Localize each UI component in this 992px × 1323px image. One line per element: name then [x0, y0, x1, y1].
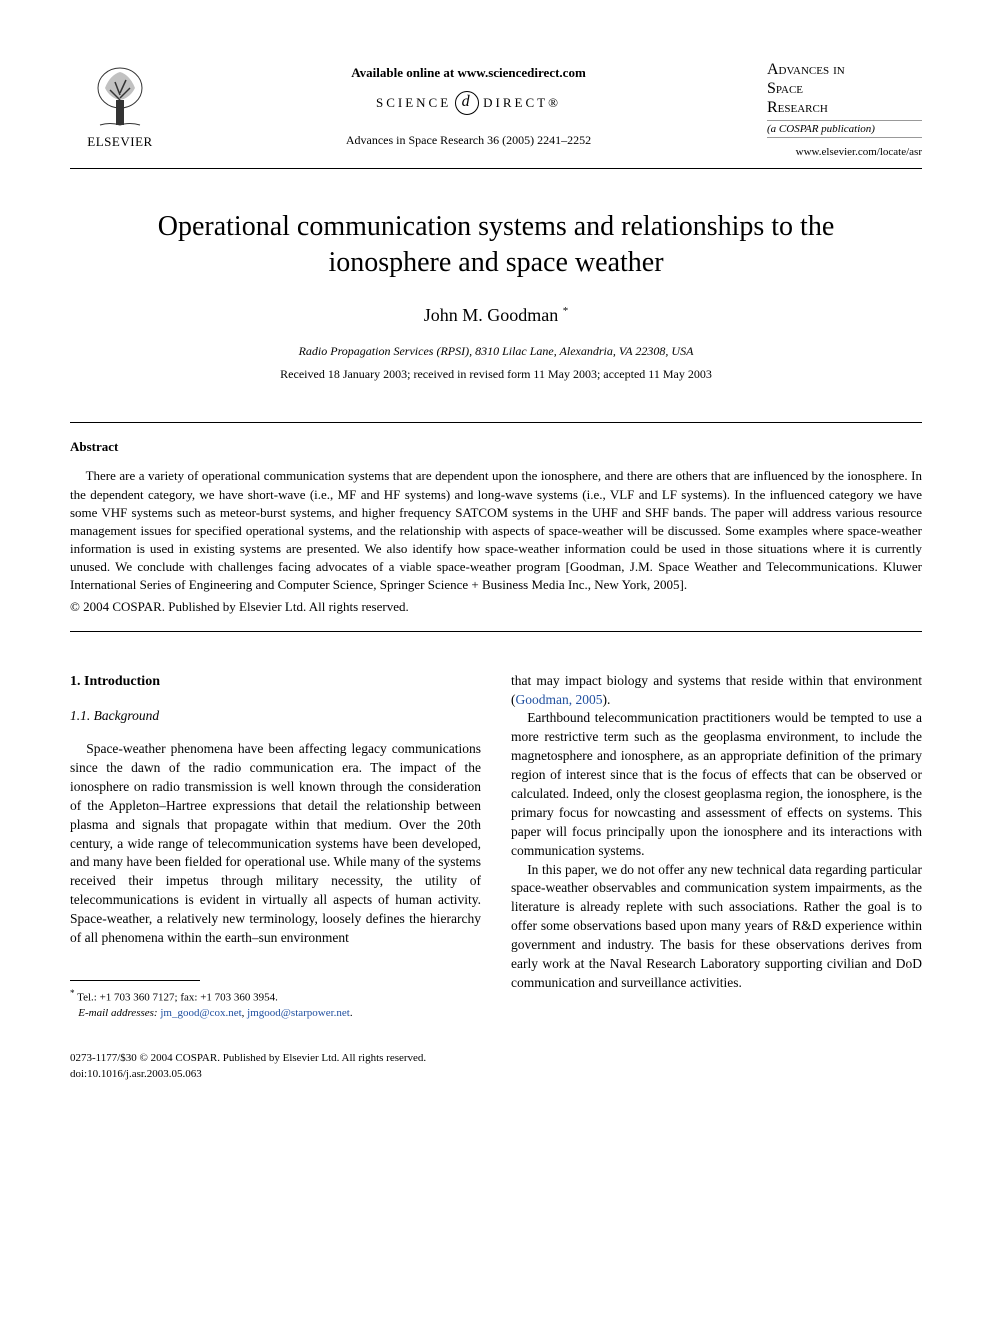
journal-subtitle: (a COSPAR publication) — [767, 120, 922, 138]
header-center: Available online at www.sciencedirect.co… — [170, 60, 767, 148]
footnote-marker: * — [70, 988, 75, 998]
intro-paragraph-1: Space-weather phenomena have been affect… — [70, 740, 481, 948]
abstract-bottom-divider — [70, 631, 922, 632]
elsevier-tree-icon — [90, 60, 150, 130]
intro-paragraph-3: In this paper, we do not offer any new t… — [511, 861, 922, 993]
abstract-top-divider — [70, 422, 922, 423]
publisher-name: ELSEVIER — [87, 134, 152, 150]
body-columns: 1. Introduction 1.1. Background Space-we… — [70, 672, 922, 1022]
footnote-tel: * Tel.: +1 703 360 7127; fax: +1 703 360… — [70, 987, 481, 1006]
affiliation: Radio Propagation Services (RPSI), 8310 … — [70, 344, 922, 359]
intro-paragraph-2: Earthbound telecommunication practitione… — [511, 709, 922, 860]
journal-title-line3: Research — [767, 98, 922, 117]
abstract-copyright: © 2004 COSPAR. Published by Elsevier Ltd… — [70, 599, 922, 615]
article-dates: Received 18 January 2003; received in re… — [70, 367, 922, 382]
right-column: that may impact biology and systems that… — [511, 672, 922, 1022]
available-online-text: Available online at www.sciencedirect.co… — [170, 65, 767, 81]
abstract-body: There are a variety of operational commu… — [70, 467, 922, 594]
email-end: . — [350, 1007, 353, 1019]
journal-reference: Advances in Space Research 36 (2005) 224… — [170, 133, 767, 148]
footer-copyright: 0273-1177/$30 © 2004 COSPAR. Published b… — [70, 1051, 922, 1066]
left-column: 1. Introduction 1.1. Background Space-we… — [70, 672, 481, 1022]
p1-cont-b: ). — [603, 692, 611, 707]
author-name: John M. Goodman — [424, 305, 559, 325]
footer-doi: doi:10.1016/j.asr.2003.05.063 — [70, 1067, 922, 1082]
section-heading: 1. Introduction — [70, 672, 481, 692]
subsection-heading: 1.1. Background — [70, 707, 481, 726]
email-1[interactable]: jm_good@cox.net — [160, 1007, 241, 1019]
footnote-divider — [70, 980, 200, 981]
email-label: E-mail addresses: — [78, 1007, 157, 1019]
corresponding-footnote: * Tel.: +1 703 360 7127; fax: +1 703 360… — [70, 987, 481, 1021]
header-divider — [70, 168, 922, 169]
journal-title: Advances in Space Research — [767, 60, 922, 118]
author-line: John M. Goodman * — [70, 305, 922, 326]
journal-title-line2: Space — [767, 79, 922, 98]
abstract-heading: Abstract — [70, 439, 922, 455]
journal-box: Advances in Space Research (a COSPAR pub… — [767, 60, 922, 158]
intro-paragraph-1-cont: that may impact biology and systems that… — [511, 672, 922, 710]
citation-goodman-2005[interactable]: Goodman, 2005 — [516, 692, 603, 707]
journal-url: www.elsevier.com/locate/asr — [767, 146, 922, 158]
sciencedirect-icon — [455, 91, 479, 115]
footnote-tel-text: Tel.: +1 703 360 7127; fax: +1 703 360 3… — [77, 992, 278, 1004]
sd-text-left: SCIENCE — [376, 95, 451, 111]
sd-text-right: DIRECT® — [483, 95, 561, 111]
author-marker: * — [563, 305, 569, 317]
page-header: ELSEVIER Available online at www.science… — [70, 60, 922, 158]
journal-title-line1: Advances in — [767, 60, 922, 79]
page-footer: 0273-1177/$30 © 2004 COSPAR. Published b… — [70, 1051, 922, 1082]
publisher-logo: ELSEVIER — [70, 60, 170, 150]
footnote-email-line: E-mail addresses: jm_good@cox.net, jmgoo… — [70, 1006, 481, 1021]
email-2[interactable]: jmgood@starpower.net — [247, 1007, 350, 1019]
article-title: Operational communication systems and re… — [70, 209, 922, 282]
sciencedirect-logo: SCIENCE DIRECT® — [376, 91, 561, 115]
